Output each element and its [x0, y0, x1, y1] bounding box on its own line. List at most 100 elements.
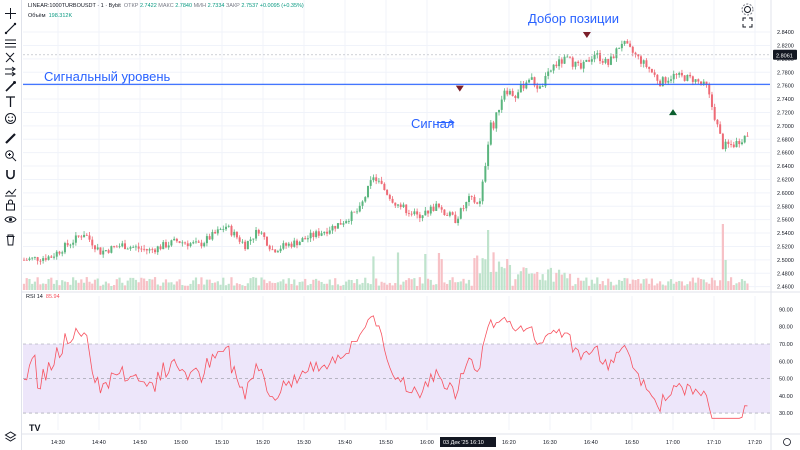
emoji-icon[interactable] — [3, 112, 18, 125]
candle-body — [31, 257, 34, 259]
price-tick-label: 2.6000 — [777, 191, 794, 197]
eye-icon[interactable] — [3, 213, 18, 226]
volume-bar — [579, 280, 583, 290]
candle-body — [364, 197, 367, 202]
volume-legend: Объём 198.312K — [28, 13, 72, 19]
volume-bar — [555, 272, 558, 290]
candle-body — [465, 202, 468, 209]
candle-body — [413, 211, 416, 215]
time-tick-label: 14:50 — [133, 440, 147, 446]
short-entry-marker — [455, 85, 464, 92]
volume-bar — [317, 280, 320, 290]
candle-body — [110, 246, 113, 253]
volume-bar — [519, 271, 522, 290]
volume-bar — [257, 285, 260, 290]
candle-body — [342, 223, 345, 225]
candle-body — [263, 232, 266, 237]
chart-area[interactable]: 2.8400 2.8200 2.8000 2.7800 2.7600 2.7400 2.72… — [21, 0, 800, 450]
volume-bar — [530, 273, 533, 290]
volume-bar — [541, 274, 544, 290]
candle-body — [317, 231, 320, 236]
zoom-icon[interactable] — [3, 149, 18, 162]
layers-icon[interactable] — [3, 430, 18, 443]
trash-icon[interactable] — [3, 233, 18, 246]
time-tick-label: 16:20 — [502, 440, 516, 446]
candle-body — [541, 86, 544, 88]
trendline-icon[interactable] — [3, 22, 18, 35]
signal-label[interactable]: Сигнал — [411, 116, 455, 131]
candle-body — [137, 246, 140, 249]
time-tick-label: 16:30 — [543, 440, 557, 446]
candle-body — [566, 56, 569, 58]
settings-icon[interactable] — [740, 3, 755, 16]
fullscreen-icon[interactable] — [740, 16, 755, 29]
candle-body — [457, 218, 460, 224]
candle-body — [91, 239, 94, 246]
candle-body — [358, 205, 361, 212]
candle-body — [194, 241, 197, 243]
volume-bar — [375, 278, 378, 290]
crosshair-icon[interactable] — [3, 7, 18, 20]
candle-body — [495, 112, 498, 129]
volume-bar — [593, 283, 596, 290]
add-position-label[interactable]: Добор позиции — [528, 11, 620, 26]
rsi-value: 85.94 — [45, 294, 60, 300]
candle-body — [612, 56, 615, 59]
candle-body — [285, 243, 288, 246]
volume-bar — [699, 279, 703, 290]
candle-body — [579, 63, 582, 69]
volume-bar — [249, 278, 252, 290]
volume-bar — [729, 277, 733, 290]
candle-body — [489, 122, 492, 145]
candle-body — [743, 135, 746, 143]
candle-body — [664, 77, 667, 83]
candle-body — [230, 225, 233, 236]
signal-level-label[interactable]: Сигнальный уровень — [44, 69, 171, 84]
text-icon[interactable] — [3, 95, 18, 108]
volume-bar — [721, 224, 724, 290]
candle-body — [511, 90, 514, 96]
volume-bar — [495, 271, 498, 290]
lock-icon[interactable] — [3, 198, 18, 211]
candle-body — [536, 85, 539, 89]
volume-bar — [478, 273, 482, 290]
volume-bar — [336, 284, 340, 290]
volume-bar — [364, 277, 367, 290]
stay-drawing-icon[interactable] — [3, 184, 18, 197]
candle-body — [730, 144, 733, 145]
chart-canvas[interactable]: 2.8400 2.8200 2.8000 2.7800 2.7600 2.7400 2.72… — [21, 0, 800, 450]
brush-icon[interactable] — [3, 80, 18, 93]
candle-body — [451, 212, 454, 215]
candle-body — [159, 246, 162, 250]
pattern-icon[interactable] — [3, 51, 18, 64]
candle-body — [538, 86, 541, 89]
candle-body — [104, 250, 107, 251]
candle-body — [36, 257, 39, 261]
fib-icon[interactable] — [3, 37, 18, 50]
candle-body — [129, 247, 132, 249]
candle-body — [200, 242, 203, 247]
tradingview-logo[interactable]: TV — [29, 423, 41, 433]
volume-bar — [719, 280, 722, 290]
candle-body — [476, 202, 479, 204]
volume-bar — [385, 284, 389, 290]
volume-bar — [664, 285, 667, 290]
candle-body — [680, 72, 683, 76]
candle-body — [331, 225, 334, 231]
symbol-name[interactable]: LINEAR:1000TURBOUSDT · 1 · Bybit — [28, 3, 121, 9]
volume-label[interactable]: Объём — [28, 13, 46, 19]
rsi-label[interactable]: RSI 14 — [26, 294, 43, 300]
signal-arrow — [436, 119, 455, 126]
ruler-icon[interactable] — [3, 132, 18, 145]
volume-bar — [52, 283, 56, 290]
volume-bar — [650, 278, 653, 290]
volume-bar — [91, 283, 94, 290]
volume-bar — [492, 252, 495, 290]
forecast-icon[interactable] — [3, 65, 18, 78]
candle-body — [410, 213, 413, 215]
time-tick-label: 16:40 — [584, 440, 598, 446]
candle-body — [107, 250, 110, 253]
candle-body — [533, 77, 536, 86]
magnet-icon[interactable] — [3, 168, 18, 181]
volume-bar — [353, 283, 356, 290]
